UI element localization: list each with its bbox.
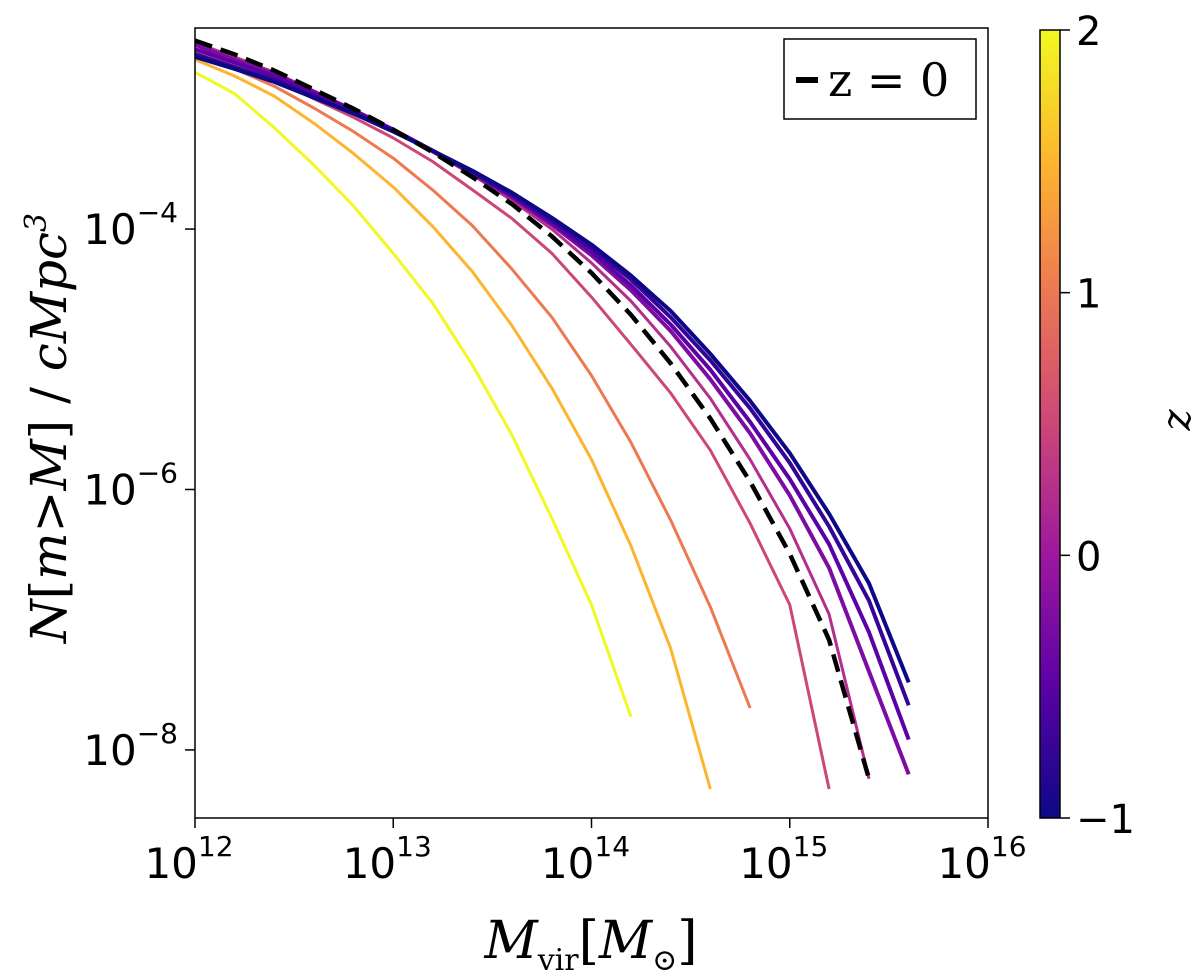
colorbar: 2 1 0 −1 z: [1039, 9, 1200, 843]
colorbar-tick-label-1: 1: [1076, 272, 1101, 318]
series-line-4: [195, 41, 871, 780]
x-tick-label-4: 1016: [937, 830, 1026, 888]
reference-line: [195, 38, 872, 780]
series-lines: [195, 41, 911, 790]
y-tick-label-2: 10−8: [83, 717, 178, 775]
x-tick-label-2: 1014: [541, 830, 630, 888]
y-tick-label-1: 10−6: [83, 456, 178, 514]
colorbar-ticks: 2 1 0 −1: [1060, 9, 1135, 843]
series-line-8: [195, 54, 911, 684]
colorbar-gradient: [1039, 29, 1061, 819]
colorbar-tick-label-0: 2: [1076, 9, 1101, 55]
series-line-2: [195, 52, 752, 709]
y-axis-ticks: 10−4 10−6 10−8: [83, 196, 195, 775]
series-line-0: [195, 70, 633, 718]
x-axis-label: Mvir[M⊙]: [483, 911, 697, 978]
x-tick-label-1: 1013: [343, 830, 432, 888]
colorbar-tick-label-2: 0: [1076, 534, 1101, 580]
y-tick-label-0: 10−4: [83, 196, 178, 254]
series-line-3: [195, 50, 831, 790]
reference-dashed-line: [195, 38, 872, 780]
plot-frame: [194, 27, 989, 819]
legend-label: z = 0: [828, 53, 949, 107]
colorbar-tick-label-3: −1: [1076, 797, 1135, 843]
colorbar-label: z: [1154, 409, 1200, 432]
x-axis-ticks: 1012 1013 1014 1015 1016: [144, 818, 1027, 888]
x-tick-label-3: 1015: [739, 830, 828, 888]
legend: z = 0: [783, 38, 977, 120]
series-line-1: [195, 58, 712, 790]
y-axis-label: N[m>M] / cMpc3: [19, 213, 78, 644]
x-tick-label-0: 1012: [144, 830, 233, 888]
series-line-6: [195, 47, 911, 741]
